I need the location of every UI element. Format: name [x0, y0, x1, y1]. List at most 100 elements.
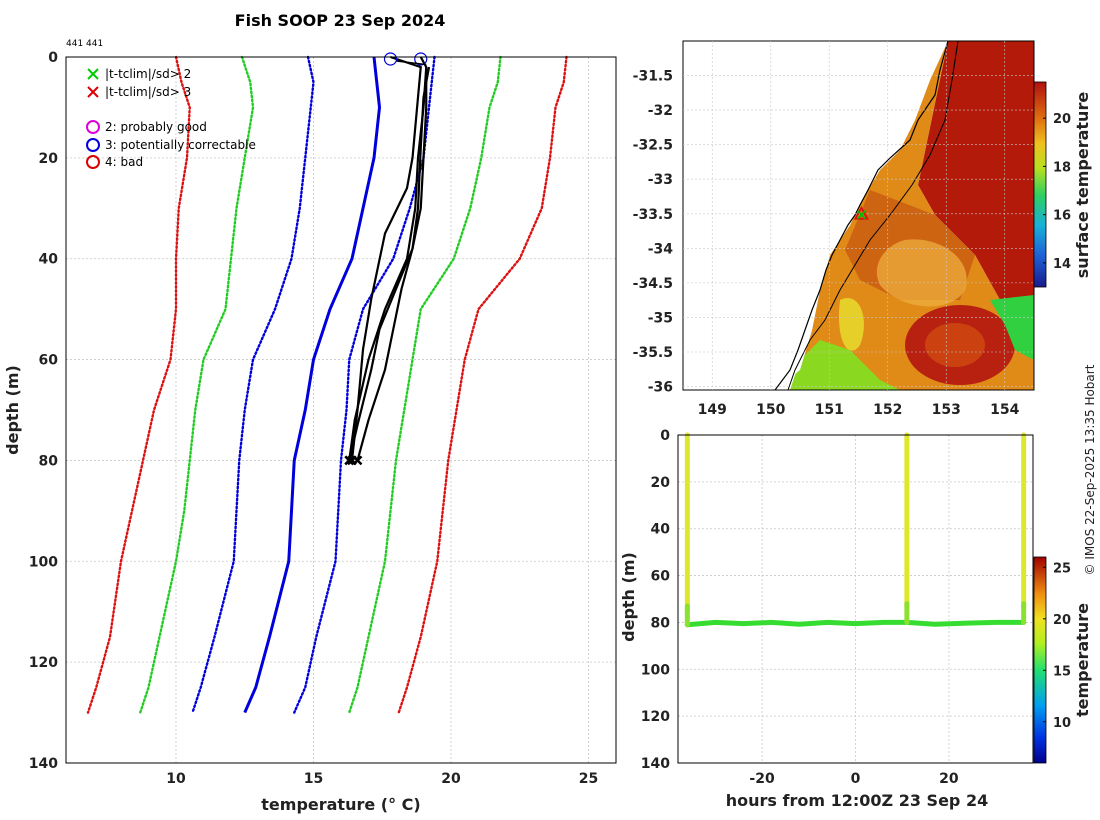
sst-cool-water [990, 295, 1034, 360]
section-points [684, 432, 1027, 628]
land [683, 41, 948, 390]
section-xlabel: hours from 12:00Z 23 Sep 24 [726, 791, 988, 810]
map-ticks: 149 150 151 152 153 154 -31.5 -32 -32.5 -33 -33.5 -… [633, 41, 1034, 418]
profile-series-line [356, 67, 428, 461]
legend-circle-marker [86, 120, 100, 134]
section-xtick: 20 [939, 771, 959, 787]
map-xtick: 152 [873, 402, 902, 418]
section-ytick: 80 [651, 615, 671, 631]
flag-circle [383, 52, 398, 66]
profile-ytick: 0 [48, 50, 58, 66]
profile-ytick: 20 [39, 151, 59, 167]
map-xtick: 150 [756, 402, 785, 418]
temp-cb-tick: 25 [1053, 561, 1071, 576]
temp-cb-tick: 20 [1053, 613, 1071, 628]
profile-ytick: 120 [29, 655, 58, 671]
sst-coastal-cool [790, 340, 900, 390]
sst-colorbar [1033, 81, 1047, 288]
map-ytick: -32 [648, 103, 673, 119]
map-xtick: 149 [698, 402, 727, 418]
section-ytick: 100 [641, 662, 670, 678]
sst-colorbar-ticks: 14 16 18 20 [1043, 112, 1071, 272]
map-ytick: -34 [648, 241, 674, 257]
sst-cb-tick: 16 [1053, 209, 1071, 224]
profile-series-line [293, 55, 436, 714]
map-xtick: 154 [990, 402, 1019, 418]
map-ytick: -35 [648, 310, 673, 326]
shelf-contour [787, 41, 959, 390]
profile-xtick: 20 [441, 771, 461, 787]
profile-bottom-marker [344, 455, 355, 466]
section-ytick: 20 [651, 475, 671, 491]
profile-xlabel: temperature (° C) [261, 795, 420, 814]
profile-ticks: 10 15 20 25 0 20 40 60 80 100 120 140 [29, 50, 598, 787]
sst-colorbar-label: surface temperature [1073, 92, 1092, 279]
legend-label: 2: probably good [105, 120, 207, 134]
sst-map: 149 150 151 152 153 154 -31.5 -32 -32.5 -33 -33.5 -… [633, 40, 1092, 418]
temp-cb-tick: 15 [1053, 664, 1071, 679]
legend: |t-tclim|/sd> 2 |t-tclim|/sd> 3 2: probabl… [86, 67, 256, 169]
temp-cb-tick: 10 [1053, 716, 1071, 731]
profile-grid [66, 56, 616, 764]
map-ytick: -31.5 [633, 69, 673, 85]
profile-xtick: 10 [166, 771, 186, 787]
temp-colorbar-ticks: 10 15 20 25 [1043, 561, 1071, 731]
legend-label: |t-tclim|/sd> 3 [105, 85, 191, 99]
profile-ytick: 80 [39, 453, 59, 469]
flag-arrow [396, 60, 427, 66]
flag-circle [414, 52, 428, 66]
legend-circle-marker [86, 138, 100, 152]
section-xtick: 0 [851, 771, 861, 787]
profile-series-line [86, 55, 191, 714]
sst-cb-tick: 18 [1053, 160, 1071, 175]
profile-series-line [191, 55, 315, 714]
profile-series-line [348, 55, 502, 714]
profile-series-line [243, 56, 382, 714]
legend-x-marker [87, 86, 99, 98]
temp-colorbar [1033, 556, 1047, 764]
section-ytick: 0 [660, 428, 670, 444]
profile-ytick: 100 [29, 554, 58, 570]
legend-label: 3: potentially correctable [105, 138, 256, 152]
profile-ytick: 140 [29, 756, 58, 772]
section-ytick: 140 [641, 756, 670, 772]
map-xtick: 151 [815, 402, 844, 418]
credit-label: © IMOS 22-Sep-2025 13:35 Hobart [1083, 364, 1097, 575]
legend-x-marker [87, 68, 99, 80]
profile-xtick: 25 [579, 771, 598, 787]
legend-label: |t-tclim|/sd> 2 [105, 67, 191, 81]
cruise-marker [853, 205, 869, 220]
profile-series-line [350, 55, 422, 461]
profile-ytick: 40 [39, 252, 59, 268]
marker-triangle [853, 205, 869, 220]
section-grid [678, 434, 1033, 764]
legend-circle-marker [86, 155, 100, 169]
marker-cross [856, 210, 866, 220]
profile-flags [383, 52, 428, 66]
section-ytick: 40 [651, 522, 671, 538]
map-ytick: -34.5 [633, 276, 673, 292]
sst-cb-tick: 14 [1053, 257, 1071, 272]
map-ytick: -36 [648, 380, 673, 396]
profile-xtick: 15 [304, 771, 323, 787]
temp-colorbar-label: temperature [1073, 603, 1092, 717]
sst-eddy-core [876, 239, 967, 307]
profile-frame [65, 56, 617, 764]
chart-title: Fish SOOP 23 Sep 2024 [235, 11, 446, 30]
profile-series-line [139, 55, 255, 714]
section-xtick: -20 [749, 771, 775, 787]
legend-label: 4: bad [105, 155, 143, 169]
section-bottom-track [684, 619, 1027, 628]
profile-series [86, 55, 568, 714]
profile-series-line [348, 66, 431, 461]
map-xtick: 153 [932, 402, 961, 418]
section-frame [677, 434, 1034, 764]
section-ytick: 60 [651, 569, 671, 585]
time-depth-section: -20 0 20 0 20 40 60 80 100 120 140 hours from 12:0… [619, 428, 1092, 810]
map-ytick: -33.5 [633, 207, 673, 223]
sst-cb-tick: 20 [1053, 112, 1071, 127]
map-ytick: -35.5 [633, 345, 673, 361]
profile-plot: 10 15 20 25 0 20 40 60 80 100 120 140 temperature (… [3, 50, 617, 814]
profile-bottom-marker [352, 455, 363, 466]
